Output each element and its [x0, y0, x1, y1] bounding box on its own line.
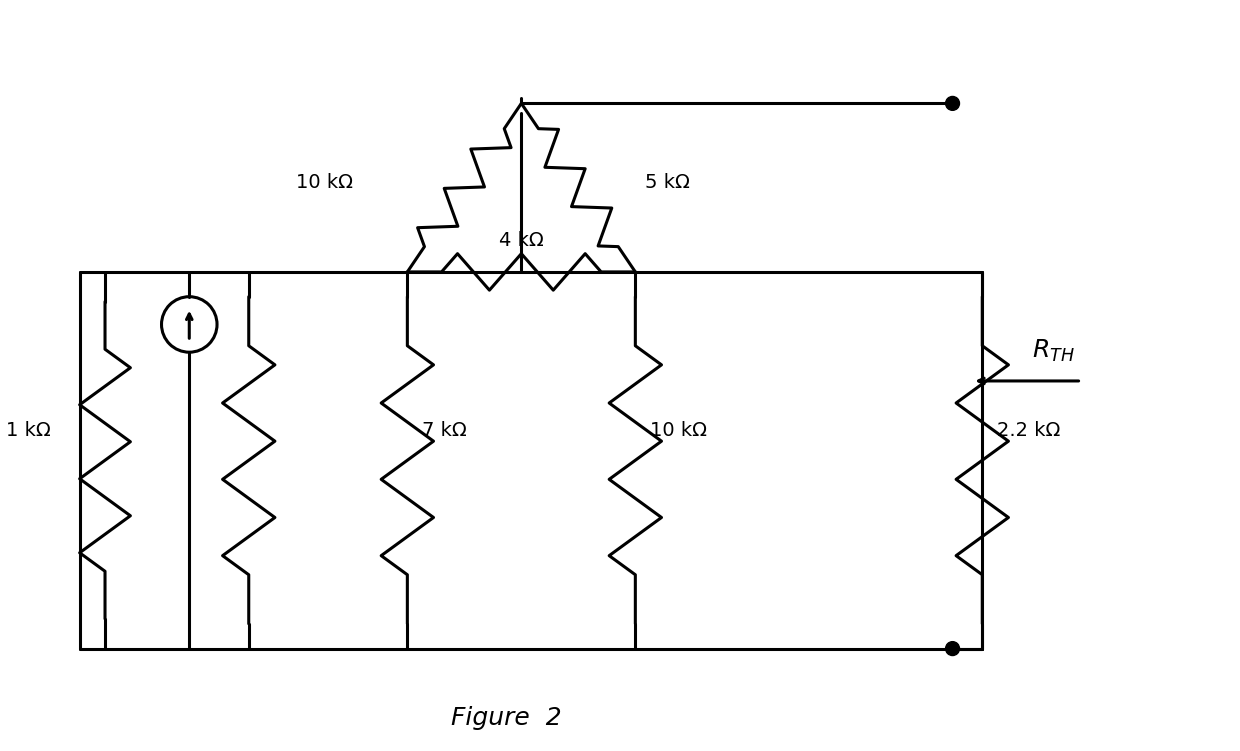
- Circle shape: [946, 96, 960, 110]
- Text: 10 kΩ: 10 kΩ: [296, 173, 353, 192]
- Text: 4 kΩ: 4 kΩ: [498, 231, 543, 250]
- Text: Figure  2: Figure 2: [451, 706, 562, 730]
- Text: 1 kΩ: 1 kΩ: [6, 421, 51, 440]
- Text: 2.2 kΩ: 2.2 kΩ: [997, 421, 1060, 440]
- Text: $R_{TH}$: $R_{TH}$: [1032, 338, 1075, 364]
- Circle shape: [946, 641, 960, 656]
- Text: 10 kΩ: 10 kΩ: [650, 421, 707, 440]
- Text: 5 kΩ: 5 kΩ: [645, 173, 691, 192]
- Text: 7 kΩ: 7 kΩ: [422, 421, 467, 440]
